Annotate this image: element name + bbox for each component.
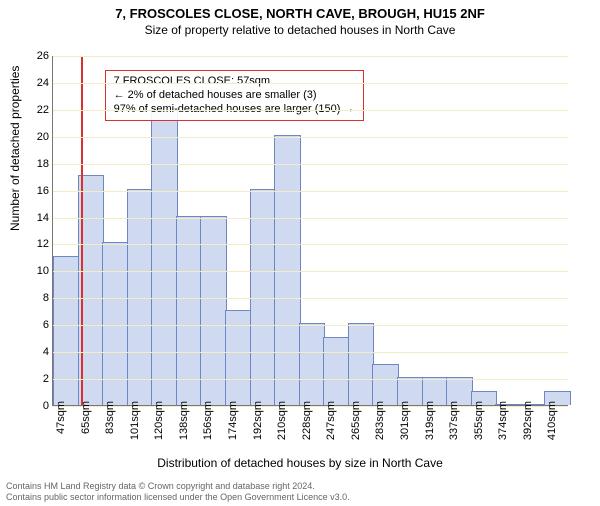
x-tick: 374sqm — [497, 401, 509, 440]
y-tick: 16 — [25, 185, 49, 197]
bar — [151, 108, 178, 405]
annotation-box: 7 FROSCOLES CLOSE: 57sqm← 2% of detached… — [105, 70, 364, 121]
x-tick: 120sqm — [153, 401, 165, 440]
y-tick: 2 — [25, 373, 49, 385]
gridline — [53, 164, 568, 165]
x-axis-label: Distribution of detached houses by size … — [0, 456, 600, 470]
y-tick: 8 — [25, 292, 49, 304]
x-tick: 247sqm — [325, 401, 337, 440]
gridline — [53, 352, 568, 353]
x-tick: 392sqm — [522, 401, 534, 440]
x-tick: 156sqm — [202, 401, 214, 440]
x-tick: 337sqm — [448, 401, 460, 440]
x-tick: 301sqm — [399, 401, 411, 440]
x-tick: 210sqm — [276, 401, 288, 440]
x-tick: 265sqm — [350, 401, 362, 440]
bar — [348, 323, 375, 405]
annotation-line: 7 FROSCOLES CLOSE: 57sqm — [114, 75, 355, 89]
y-tick: 10 — [25, 265, 49, 277]
x-tick: 138sqm — [178, 401, 190, 440]
bar — [250, 189, 277, 405]
annotation-line: ← 2% of detached houses are smaller (3) — [114, 89, 355, 103]
x-tick: 410sqm — [546, 401, 558, 440]
gridline — [53, 298, 568, 299]
x-tick: 65sqm — [80, 401, 92, 434]
x-tick: 47sqm — [55, 401, 67, 434]
y-tick: 26 — [25, 50, 49, 62]
y-tick: 24 — [25, 77, 49, 89]
y-axis-label: Number of detached properties — [8, 66, 22, 231]
y-tick: 22 — [25, 104, 49, 116]
gridline — [53, 271, 568, 272]
footer-line-2: Contains public sector information licen… — [6, 492, 350, 502]
footer-line-1: Contains HM Land Registry data © Crown c… — [6, 481, 350, 491]
chart-title-sub: Size of property relative to detached ho… — [0, 23, 600, 37]
bar — [225, 310, 252, 405]
y-tick: 12 — [25, 238, 49, 250]
gridline — [53, 83, 568, 84]
x-tick: 283sqm — [374, 401, 386, 440]
y-tick: 6 — [25, 319, 49, 331]
y-tick: 14 — [25, 212, 49, 224]
x-tick: 174sqm — [227, 401, 239, 440]
x-tick: 83sqm — [104, 401, 116, 434]
gridline — [53, 325, 568, 326]
bar — [274, 135, 301, 405]
gridline — [53, 56, 568, 57]
bar — [127, 189, 154, 405]
x-tick: 192sqm — [252, 401, 264, 440]
gridline — [53, 379, 568, 380]
y-tick: 4 — [25, 346, 49, 358]
footer-attribution: Contains HM Land Registry data © Crown c… — [6, 481, 350, 502]
gridline — [53, 218, 568, 219]
bar — [372, 364, 399, 405]
bar — [323, 337, 350, 405]
gridline — [53, 191, 568, 192]
y-tick: 18 — [25, 158, 49, 170]
gridline — [53, 137, 568, 138]
bar — [53, 256, 80, 405]
plot-area: 7 FROSCOLES CLOSE: 57sqm← 2% of detached… — [52, 56, 568, 406]
bar — [102, 242, 129, 405]
x-tick: 101sqm — [129, 401, 141, 440]
x-tick: 319sqm — [424, 401, 436, 440]
x-tick: 228sqm — [301, 401, 313, 440]
bar — [299, 323, 326, 405]
chart-area: 7 FROSCOLES CLOSE: 57sqm← 2% of detached… — [52, 56, 568, 406]
chart-title-main: 7, FROSCOLES CLOSE, NORTH CAVE, BROUGH, … — [0, 6, 600, 21]
y-tick: 0 — [25, 400, 49, 412]
gridline — [53, 110, 568, 111]
gridline — [53, 244, 568, 245]
y-tick: 20 — [25, 131, 49, 143]
x-tick: 355sqm — [473, 401, 485, 440]
